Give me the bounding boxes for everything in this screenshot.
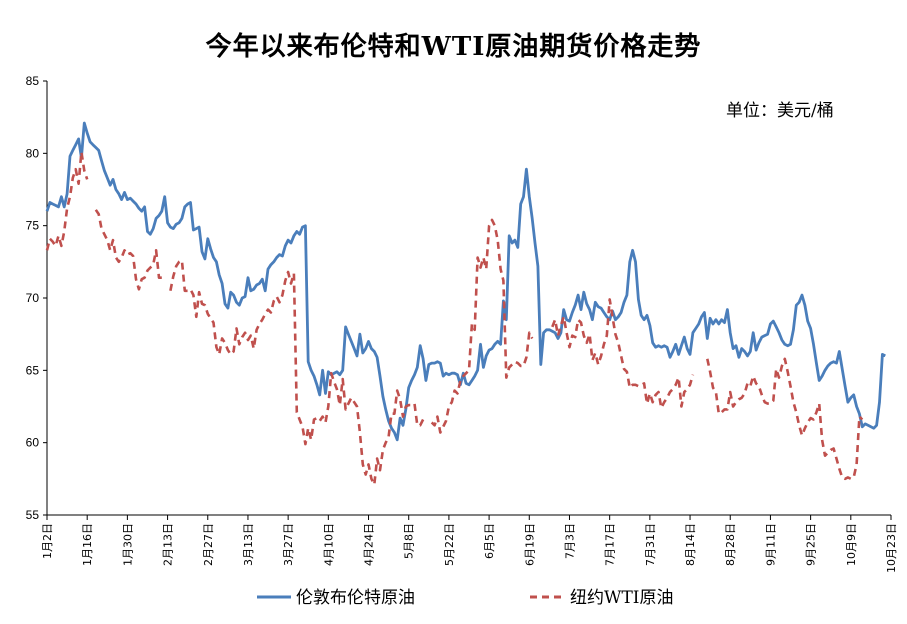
x-tick-label: 4月10日 [322,523,335,566]
x-tick-label: 6月5日 [483,523,496,559]
x-tick-label: 2月27日 [202,523,215,566]
x-tick-label: 9月25日 [805,523,818,566]
x-tick-label: 2月13日 [162,523,175,566]
legend: 伦敦布伦特原油 纽约WTI原油 [257,588,674,608]
series-line-1 [45,150,864,486]
y-tick-label: 70 [26,291,40,305]
x-tick-label: 3月13日 [242,523,255,566]
x-tick-label: 8月14日 [684,523,697,566]
x-tick-label: 6月19日 [523,523,536,566]
x-tick-label: 5月22日 [443,523,456,566]
x-tick-label: 1月2日 [41,523,54,559]
chart-title: 今年以来布伦特和WTI原油期货价格走势 [205,32,702,62]
y-tick-label: 85 [26,74,40,88]
x-tick-label: 1月30日 [121,523,134,566]
series-layer [45,121,886,486]
y-tick-label: 55 [26,508,40,522]
y-tick-label: 60 [26,436,40,450]
legend-label-brent: 伦敦布伦特原油 [296,588,415,608]
y-tick-label: 80 [26,146,40,160]
x-tick-label: 4月24日 [363,523,376,566]
axes: 55 60 65 70 75 80 85 1月2日 1月16日 1月30日 2月13日 2月27日 3月… [26,74,898,573]
x-tick-label: 7月17日 [604,523,617,566]
x-tick-label: 7月31日 [644,523,657,566]
legend-label-wti: 纽约WTI原油 [570,588,674,608]
x-tick-label: 3月27日 [282,523,295,566]
x-tick-label: 5月8日 [403,523,416,559]
x-tick-label: 10月23日 [885,523,898,573]
x-tick-label: 8月28日 [724,523,737,566]
x-tick-label: 1月16日 [81,523,94,566]
y-tick-label: 65 [26,363,40,377]
unit-label: 单位：美元/桶 [726,101,834,121]
y-tick-label: 75 [26,219,40,233]
series-line-0 [45,121,886,442]
x-tick-label: 9月11日 [764,523,777,566]
x-tick-label: 7月3日 [563,523,576,559]
x-tick-label: 10月9日 [845,523,858,566]
